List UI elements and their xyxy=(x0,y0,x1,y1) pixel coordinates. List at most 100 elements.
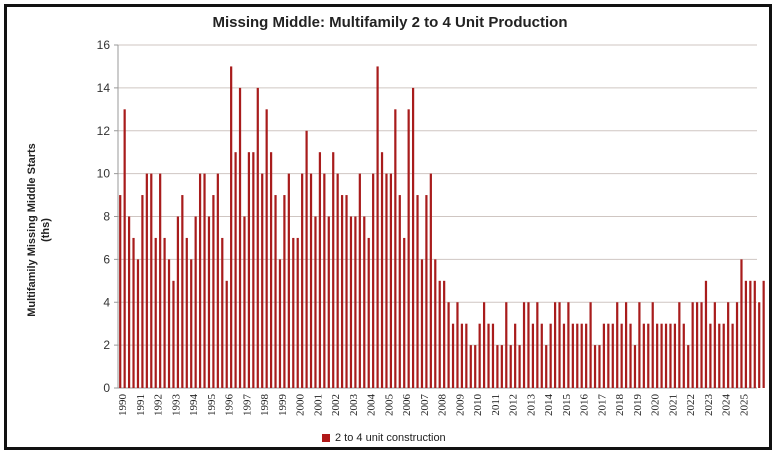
bar xyxy=(136,259,140,388)
x-tick-label: 1992 xyxy=(153,394,165,416)
bar xyxy=(234,152,237,388)
bar xyxy=(132,237,135,388)
bar xyxy=(682,323,685,388)
bar xyxy=(216,173,219,388)
bar xyxy=(633,345,637,388)
bar xyxy=(145,173,148,388)
bar xyxy=(491,323,495,388)
bar xyxy=(292,237,295,388)
bar xyxy=(203,173,206,388)
bar xyxy=(336,173,339,388)
bar xyxy=(624,302,628,388)
bar xyxy=(252,152,255,388)
x-tick-label: 2010 xyxy=(472,394,484,417)
bar xyxy=(478,323,481,388)
bar xyxy=(256,87,259,388)
bar xyxy=(656,323,659,388)
x-tick-label: 1995 xyxy=(206,394,218,417)
bar xyxy=(416,195,419,388)
bar xyxy=(376,66,379,388)
bar xyxy=(243,216,246,388)
x-tick-label: 1993 xyxy=(170,394,182,417)
x-tick-label: 1997 xyxy=(241,394,253,417)
bar xyxy=(687,345,690,388)
bar xyxy=(332,152,335,388)
bar xyxy=(163,237,166,388)
bar xyxy=(323,173,326,388)
bar xyxy=(372,173,375,388)
x-tick-label: 2017 xyxy=(596,394,608,417)
x-tick-label: 2008 xyxy=(437,394,449,417)
x-tick-label: 2009 xyxy=(454,394,466,417)
bar xyxy=(380,152,384,388)
bar xyxy=(367,237,370,388)
bar xyxy=(127,216,131,388)
bar xyxy=(558,302,561,388)
bar xyxy=(159,173,162,388)
x-tick-label: 2018 xyxy=(614,394,626,417)
bar xyxy=(221,237,224,388)
bar xyxy=(247,152,251,388)
bar xyxy=(190,259,193,388)
bar xyxy=(531,323,535,388)
bar xyxy=(518,345,521,388)
x-tick-label: 1994 xyxy=(188,394,200,417)
bar xyxy=(758,302,761,388)
bar xyxy=(358,173,361,388)
bar xyxy=(411,87,415,388)
bar xyxy=(571,323,574,388)
bar xyxy=(141,195,144,388)
x-tick-label: 2003 xyxy=(348,394,360,417)
bar xyxy=(438,280,441,388)
bar xyxy=(318,152,322,388)
bar xyxy=(385,173,388,388)
bar xyxy=(762,280,765,388)
bar xyxy=(549,323,552,388)
bar xyxy=(407,109,410,388)
x-tick-label: 2007 xyxy=(419,394,431,417)
bar xyxy=(194,216,197,388)
y-tick-label: 14 xyxy=(97,81,111,95)
x-tick-label: 2019 xyxy=(632,394,644,417)
x-tick-label: 2004 xyxy=(366,394,378,417)
bar xyxy=(394,109,397,388)
bar xyxy=(345,195,348,388)
bar xyxy=(602,323,606,388)
bar xyxy=(340,195,344,388)
bar xyxy=(740,259,743,388)
bar xyxy=(265,109,268,388)
x-tick-label: 2022 xyxy=(685,394,697,416)
bar xyxy=(585,323,588,388)
bar xyxy=(589,302,592,388)
bar xyxy=(349,216,353,388)
bar xyxy=(607,323,610,388)
y-tick-label: 2 xyxy=(103,338,110,352)
y-tick-label: 16 xyxy=(97,38,111,52)
x-tick-label: 2024 xyxy=(721,394,733,417)
bar xyxy=(185,237,188,388)
bar xyxy=(638,302,641,388)
bar xyxy=(700,302,703,388)
bar xyxy=(611,323,614,388)
bar xyxy=(704,280,708,388)
bar xyxy=(522,302,526,388)
x-tick-label: 2001 xyxy=(312,394,324,416)
bar xyxy=(460,323,464,388)
bar xyxy=(181,195,184,388)
bar xyxy=(545,345,548,388)
bar xyxy=(154,237,157,388)
bar xyxy=(314,216,317,388)
x-tick-label: 2005 xyxy=(383,394,395,417)
legend-label: 2 to 4 unit construction xyxy=(335,432,446,444)
bar xyxy=(536,302,539,388)
x-tick-label: 1998 xyxy=(259,394,271,417)
bar xyxy=(567,302,570,388)
bar xyxy=(167,259,171,388)
x-tick-label: 1990 xyxy=(117,394,129,417)
x-tick-label: 2025 xyxy=(738,394,750,417)
bar xyxy=(514,323,517,388)
bar xyxy=(749,280,752,388)
bar xyxy=(505,302,508,388)
bar xyxy=(354,216,357,388)
bar xyxy=(150,173,153,388)
